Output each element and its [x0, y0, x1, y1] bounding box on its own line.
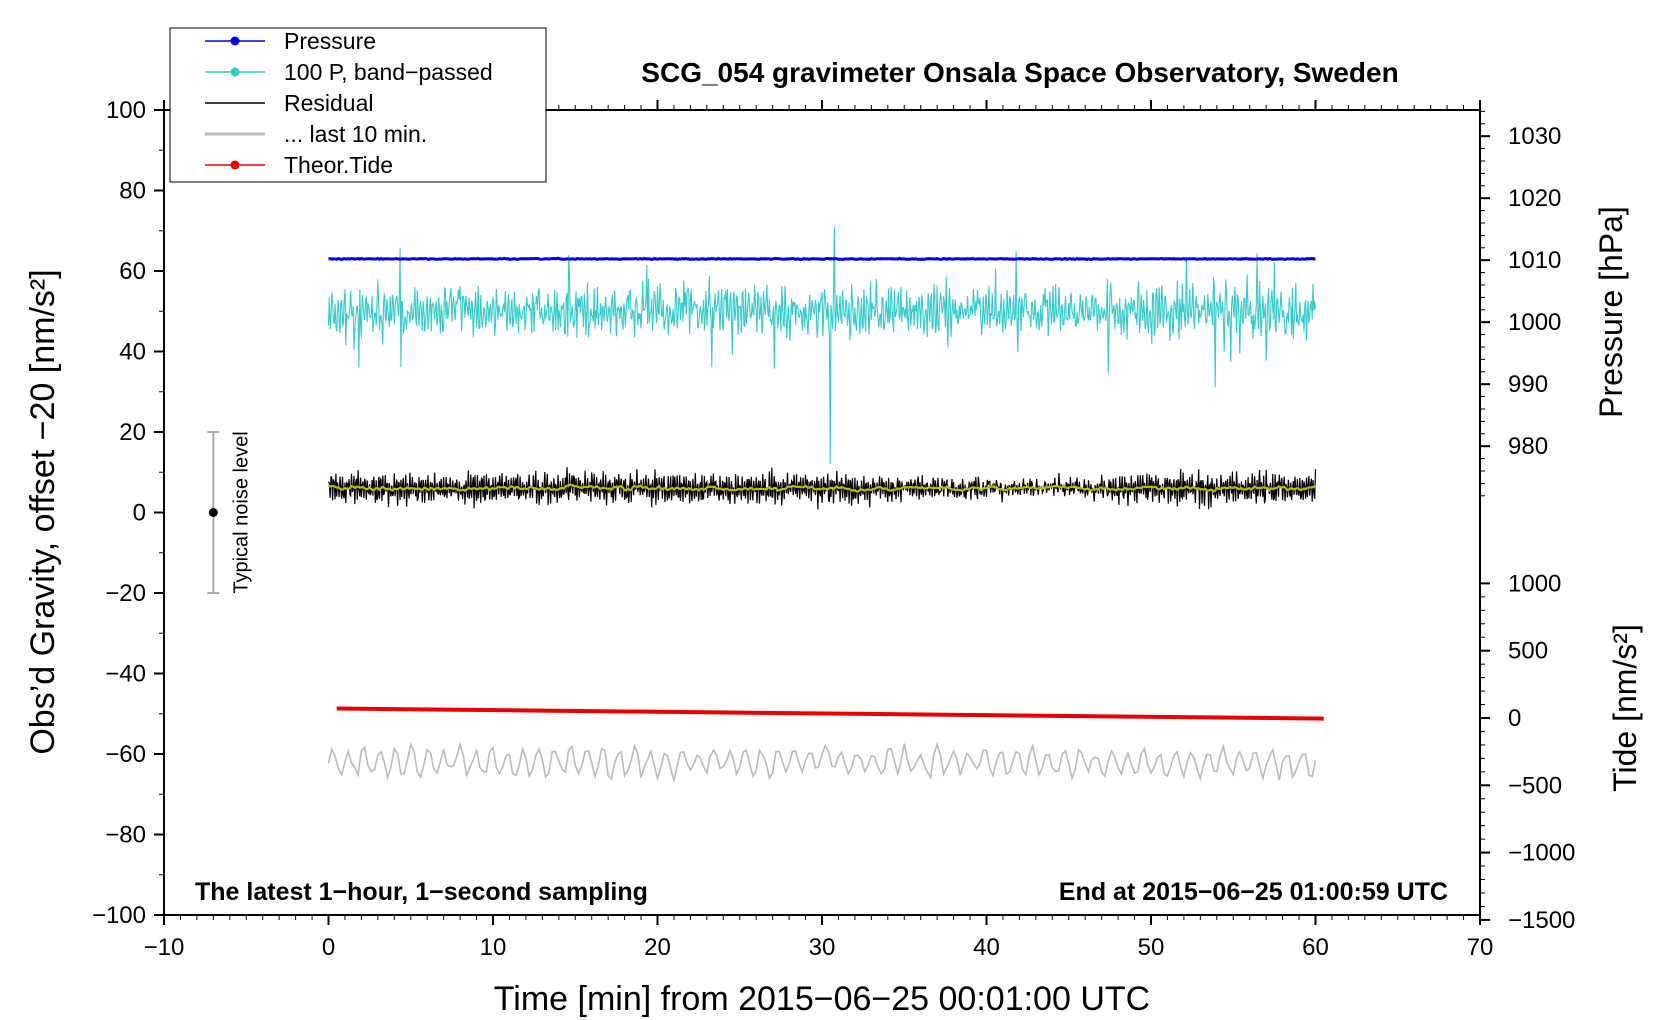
plot-data	[327, 226, 1324, 782]
pressure-tick-label: 980	[1508, 433, 1548, 460]
tide-tick-label: 0	[1508, 705, 1521, 732]
chart-title: SCG_054 gravimeter Onsala Space Observat…	[641, 57, 1398, 88]
y-axis-left: −100 −80 −60 −40 −20 0 20 40 60 80 100	[92, 97, 164, 929]
y-tick-label: 40	[119, 339, 146, 366]
series-last-10-min-line	[327, 741, 1317, 782]
y-tick-label: −100	[92, 902, 146, 929]
tide-axis-label: Tide [nm/s²]	[1607, 624, 1643, 792]
tide-tick-label: 1000	[1508, 570, 1561, 597]
pressure-tick-label: 1000	[1508, 309, 1561, 336]
y-tick-label: −40	[105, 661, 146, 688]
series-band-passed-line	[327, 226, 1317, 465]
y-tick-label: −80	[105, 822, 146, 849]
tide-tick-label: 500	[1508, 638, 1548, 665]
pressure-tick-label: 1020	[1508, 185, 1561, 212]
legend-box	[169, 27, 547, 183]
series-pressure-line	[328, 256, 1316, 262]
pressure-tick-label: 1010	[1508, 247, 1561, 274]
x-tick-label: 40	[973, 934, 1000, 961]
legend: Pressure 100 P, band−passed Residual ... la…	[169, 27, 547, 183]
pressure-tick-label: 1030	[1508, 123, 1561, 150]
legend-marker	[230, 67, 240, 77]
x-tick-label: 20	[644, 934, 671, 961]
x-tick-label: −10	[144, 934, 185, 961]
x-tick-label: 30	[809, 934, 836, 961]
tide-axis: −1500 −1000 −500 0 500 1000	[1480, 570, 1575, 934]
legend-entry-label: Pressure	[284, 28, 376, 54]
tide-tick-label: −1000	[1508, 840, 1575, 867]
annotation-bottom-left: The latest 1−hour, 1−second sampling	[195, 878, 648, 906]
y-tick-label: 0	[133, 500, 146, 527]
tide-tick-label: −1500	[1508, 907, 1575, 934]
x-axis-label: Time [min] from 2015−06−25 00:01:00 UTC	[494, 980, 1150, 1018]
tide-tick-label: −500	[1508, 772, 1562, 799]
pressure-tick-label: 990	[1508, 371, 1548, 398]
y-axis-label-left: Obs’d Gravity, offset −20 [nm/s²]	[24, 269, 62, 754]
noise-bar-label: Typical noise level	[230, 431, 252, 593]
noise-bar: Typical noise level	[207, 431, 252, 594]
y-tick-label: 20	[119, 419, 146, 446]
x-tick-label: 10	[480, 934, 507, 961]
y-tick-label: −20	[105, 580, 146, 607]
y-tick-label: 80	[119, 178, 146, 205]
series-residual-line	[327, 467, 1317, 510]
legend-entry-label: Theor.Tide	[284, 152, 393, 178]
pressure-axis: 980 990 1000 1010 1020 1030	[1480, 110, 1561, 497]
x-tick-label: 60	[1302, 934, 1329, 961]
y-tick-label: 60	[119, 258, 146, 285]
pressure-axis-label: Pressure [hPa]	[1593, 206, 1629, 418]
y-tick-label: −60	[105, 741, 146, 768]
x-tick-label: 0	[322, 934, 335, 961]
noise-bar-point	[208, 508, 218, 517]
x-tick-label: 50	[1138, 934, 1165, 961]
legend-entry-label: 100 P, band−passed	[284, 59, 493, 85]
series-residual-smoothed-line	[327, 483, 1316, 493]
legend-entry-label: Residual	[284, 90, 374, 116]
x-tick-label: 70	[1467, 934, 1494, 961]
legend-entry-label: ... last 10 min.	[284, 121, 427, 147]
legend-marker	[230, 36, 240, 46]
x-axis: −10 0 10 20 30 40 50 60 70	[144, 100, 1494, 961]
legend-marker	[230, 160, 240, 170]
annotation-bottom-right: End at 2015−06−25 01:00:59 UTC	[1059, 878, 1448, 906]
y-tick-label: 100	[106, 97, 146, 124]
series-theor-tide-line	[336, 706, 1324, 721]
